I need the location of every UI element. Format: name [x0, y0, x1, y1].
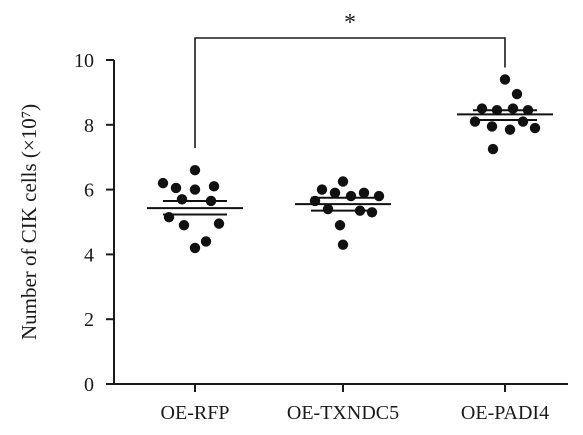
data-point: [176, 194, 188, 205]
data-point: [189, 164, 201, 176]
data-point: [487, 143, 499, 155]
data-point: [322, 203, 334, 215]
y-tick-label: 10: [74, 50, 94, 72]
data-point: [373, 190, 385, 202]
group-oe-rfp: [147, 164, 243, 254]
data-point: [529, 122, 541, 134]
bracket-line: [194, 37, 506, 149]
y-tick-label: 0: [84, 374, 94, 396]
significance-bracket: *: [194, 10, 506, 149]
data-point: [486, 121, 498, 132]
data-point: [499, 74, 511, 85]
x-tick-label: OE-PADI4: [461, 402, 549, 424]
data-point: [337, 239, 349, 250]
data-point: [213, 218, 225, 229]
data-point: [358, 187, 370, 199]
data-groups: [147, 74, 553, 254]
y-tick-label: 4: [84, 244, 94, 266]
data-point: [511, 88, 523, 100]
data-point: [170, 182, 182, 194]
data-point: [316, 184, 328, 195]
data-point: [334, 220, 346, 231]
data-point: [345, 190, 357, 202]
y-tick-label: 8: [84, 115, 94, 137]
data-point: [163, 211, 175, 223]
data-point: [517, 116, 529, 127]
data-point: [329, 187, 341, 199]
data-point: [366, 207, 378, 218]
data-point: [208, 181, 220, 192]
data-point: [189, 242, 201, 254]
y-tick-label: 2: [84, 309, 94, 331]
data-point: [200, 236, 212, 247]
data-point: [337, 176, 349, 187]
data-point: [189, 184, 201, 195]
y-axis: 0 2 4 6 8 10: [74, 50, 115, 396]
group-oe-padi4: [457, 74, 553, 155]
x-tick-label: OE-RFP: [161, 402, 230, 424]
data-point: [469, 116, 481, 127]
x-axis: OE-RFP OE-TXNDC5 OE-PADI4: [114, 383, 568, 424]
y-axis-title: Number of CIK cells (×10⁷): [17, 104, 41, 340]
data-point: [157, 177, 169, 189]
data-point: [178, 220, 190, 231]
data-point: [476, 103, 488, 114]
data-point: [504, 124, 516, 135]
x-tick-label: OE-TXNDC5: [287, 402, 399, 424]
data-point: [507, 103, 519, 114]
group-oe-txndc5: [295, 176, 391, 250]
y-tick-label: 6: [84, 180, 94, 202]
significance-label: *: [344, 10, 356, 36]
